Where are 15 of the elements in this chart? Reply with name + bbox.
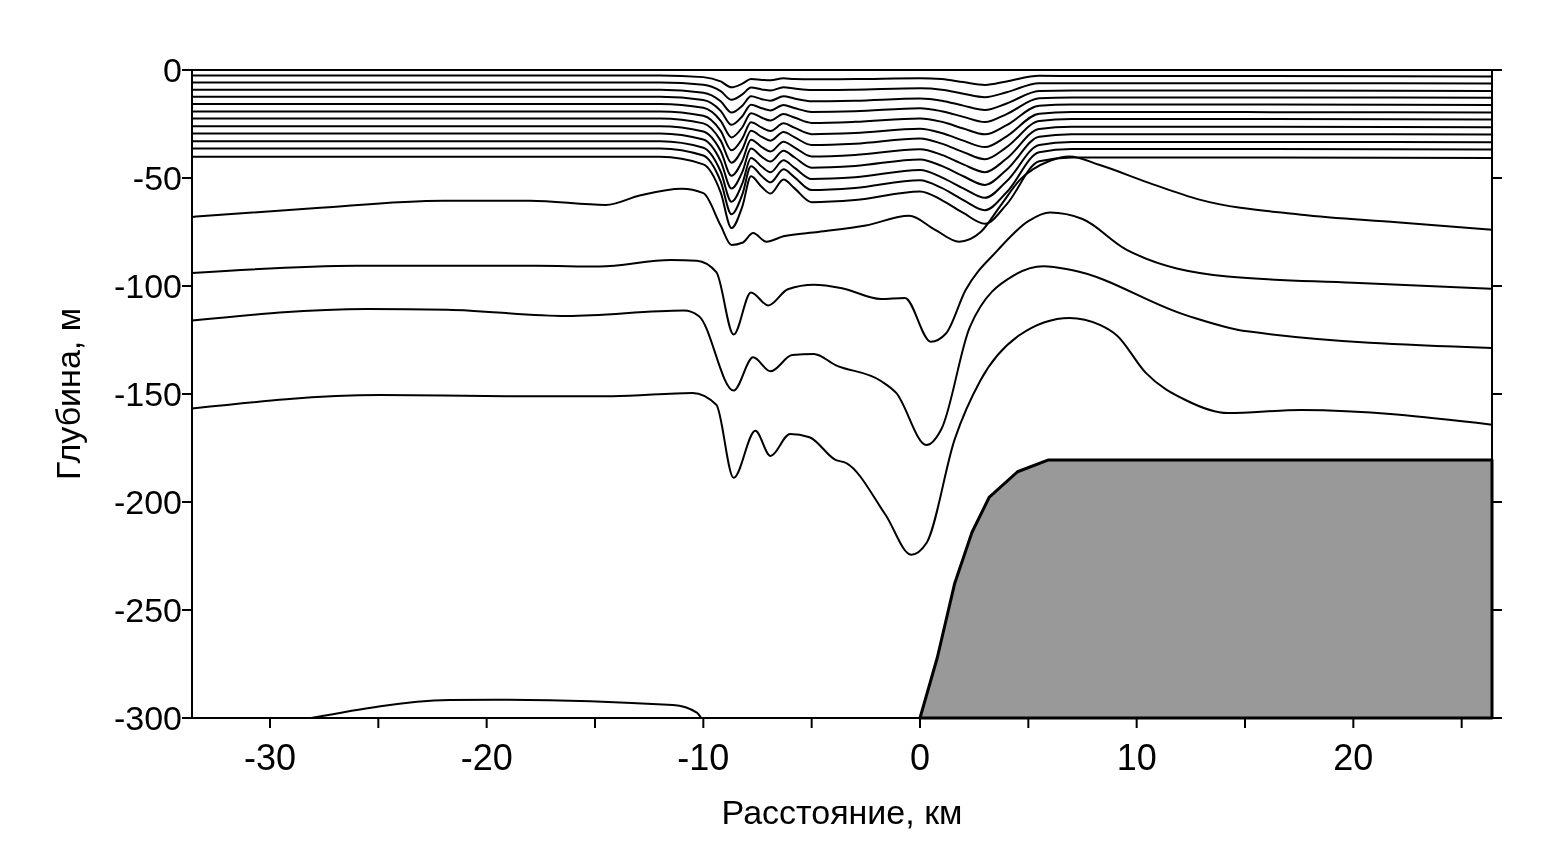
x-tick-label: -30 bbox=[243, 737, 297, 778]
x-tick-label: -10 bbox=[677, 737, 730, 778]
x-axis-title: Расстояние, км bbox=[721, 793, 963, 831]
x-tick-label: -20 bbox=[460, 737, 513, 778]
y-tick-label: -250 bbox=[113, 590, 182, 629]
y-tick-label: -50 bbox=[132, 158, 182, 197]
x-tick-label: 20 bbox=[1333, 737, 1374, 778]
y-tick-label: -150 bbox=[113, 374, 182, 413]
y-tick-label: -100 bbox=[113, 266, 182, 305]
y-axis-title: Глубина, м bbox=[49, 307, 87, 481]
y-tick-label: -300 bbox=[113, 698, 182, 737]
x-tick-label: 10 bbox=[1116, 737, 1157, 778]
y-tick-label: -200 bbox=[113, 482, 182, 521]
x-tick-label: 0 bbox=[909, 737, 931, 778]
y-tick-label: 0 bbox=[163, 50, 182, 89]
